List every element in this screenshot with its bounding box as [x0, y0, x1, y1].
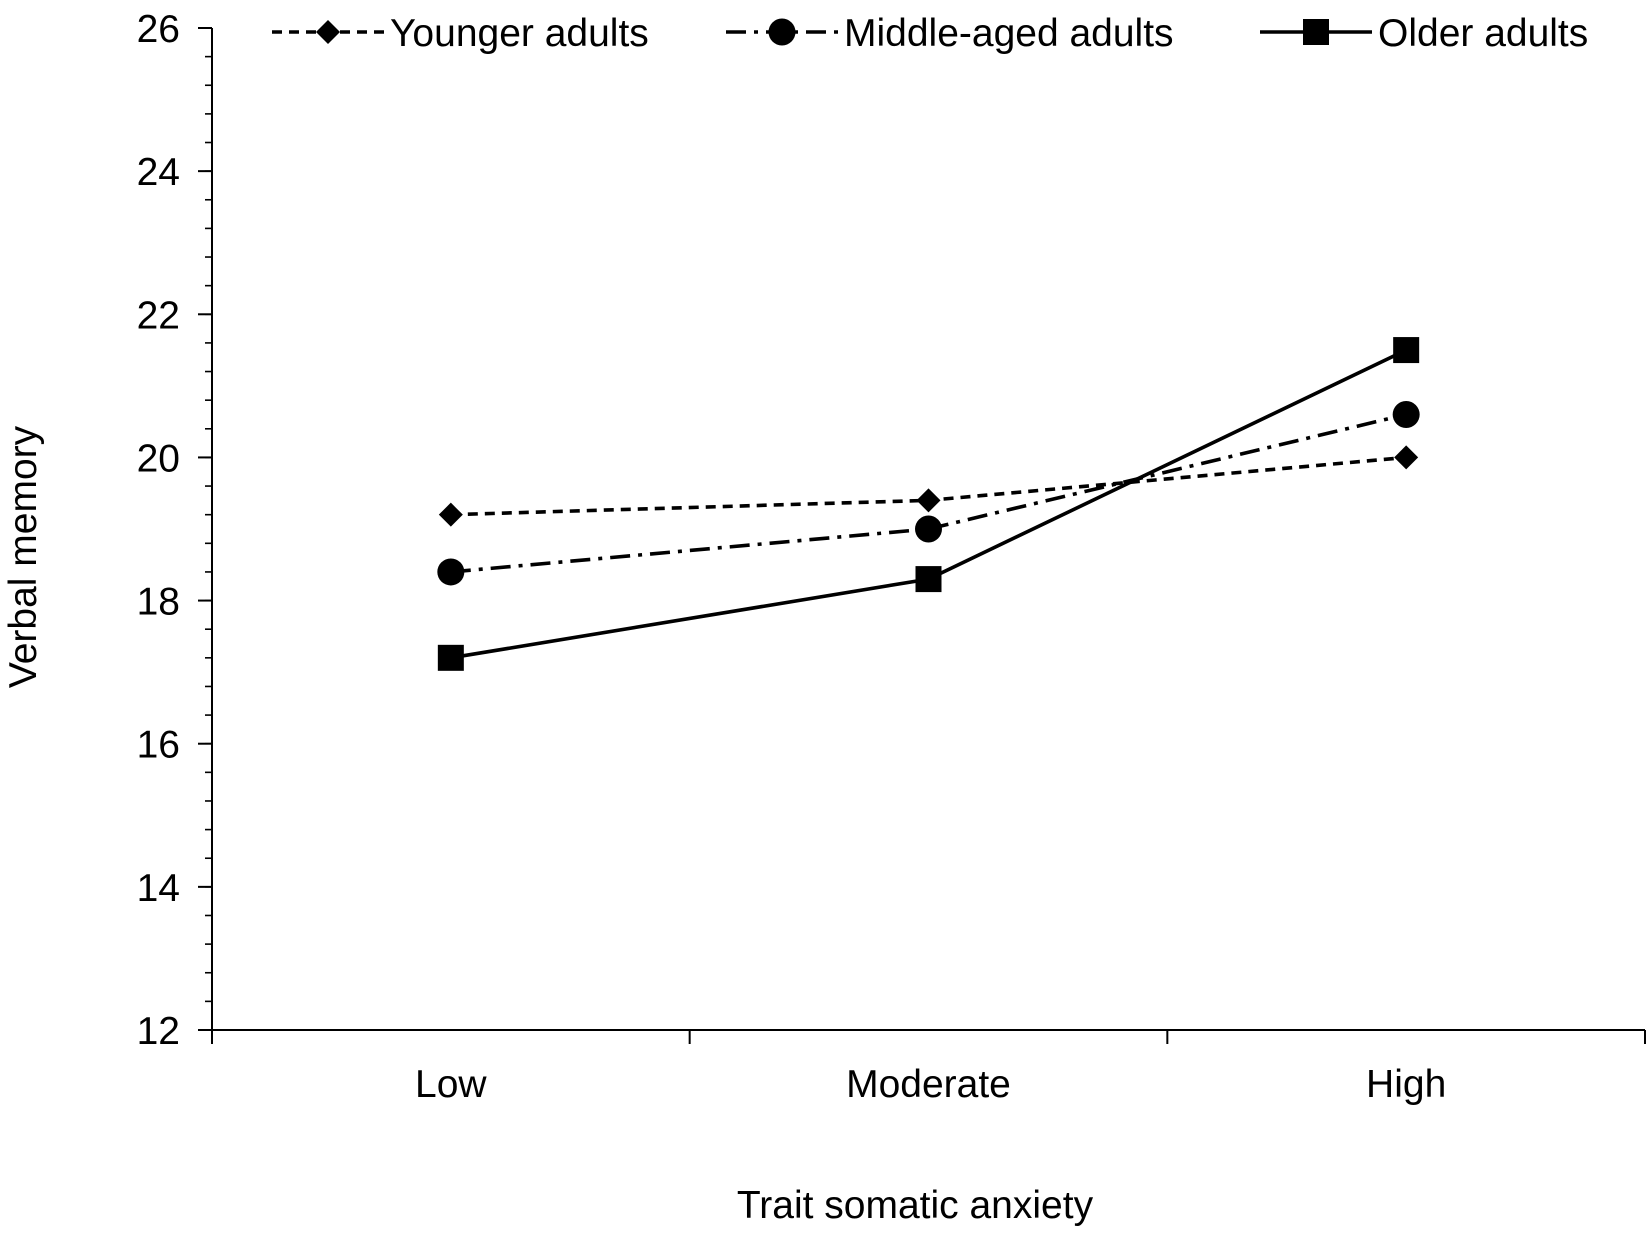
- y-tick-label: 12: [137, 1010, 180, 1053]
- data-point-middle-aged-adults-moderate: [915, 515, 942, 543]
- legend-marker-middle-aged-adults: [768, 18, 796, 46]
- legend-marker-older-adults: [1303, 19, 1329, 45]
- data-point-middle-aged-adults-low: [437, 558, 465, 586]
- y-tick-label: 26: [137, 8, 180, 51]
- data-point-older-adults-high: [1393, 337, 1420, 364]
- legend-label-younger-adults: Younger adults: [390, 12, 649, 55]
- series-younger-adults: [438, 445, 1419, 527]
- x-axis-title: Trait somatic anxiety: [737, 1184, 1094, 1227]
- axes: 12 14 16 18 20 22 24 26 Low Moderate High: [137, 8, 1646, 1106]
- data-point-younger-adults-high: [1394, 445, 1419, 470]
- series-older-adults: [437, 337, 1420, 671]
- y-tick-label: 24: [137, 151, 180, 194]
- data-point-middle-aged-adults-high: [1392, 400, 1420, 428]
- y-tick-label: 18: [137, 581, 180, 624]
- y-tick-label: 20: [137, 437, 180, 480]
- series-layer: [437, 337, 1420, 671]
- y-tick-label: 22: [137, 294, 180, 337]
- legend-marker-younger-adults: [316, 20, 340, 44]
- y-tick-label: 16: [137, 724, 180, 767]
- legend-item-younger-adults: Younger adults: [272, 12, 649, 55]
- data-point-younger-adults-low: [438, 502, 463, 527]
- x-tick-label: Moderate: [846, 1063, 1011, 1106]
- legend-item-middle-aged-adults: Middle-aged adults: [726, 12, 1174, 55]
- data-point-older-adults-low: [437, 644, 464, 671]
- legend-label-middle-aged-adults: Middle-aged adults: [844, 12, 1174, 55]
- y-axis-title: Verbal memory: [2, 425, 45, 688]
- data-point-younger-adults-moderate: [916, 488, 941, 513]
- y-tick-label: 14: [137, 867, 180, 910]
- series-middle-aged-adults: [437, 400, 1420, 586]
- legend-item-older-adults: Older adults: [1260, 12, 1588, 55]
- x-tick-label: High: [1366, 1063, 1446, 1106]
- x-tick-label: Low: [415, 1063, 487, 1106]
- data-point-older-adults-moderate: [915, 566, 942, 593]
- legend: Younger adults Middle-aged adults Older ad…: [272, 12, 1588, 55]
- series-line-middle-aged-adults: [450, 412, 1407, 574]
- legend-label-older-adults: Older adults: [1378, 12, 1588, 55]
